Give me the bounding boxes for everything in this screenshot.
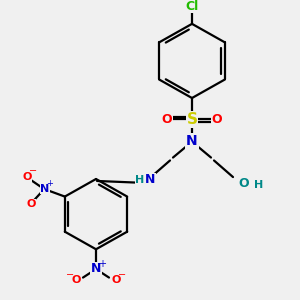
Text: N: N [145,173,155,187]
Text: N: N [40,184,50,194]
Text: S: S [187,112,197,127]
Text: O: O [162,113,172,126]
Text: O: O [212,113,222,126]
Text: O: O [239,177,249,190]
Text: N: N [91,262,101,275]
Text: H: H [254,180,263,190]
Text: H: H [135,175,145,185]
Text: Cl: Cl [185,0,199,13]
Text: +: + [98,259,106,269]
Text: +: + [46,179,53,188]
Text: −: − [118,270,126,280]
Text: −: − [66,270,74,280]
Text: N: N [186,134,198,148]
Text: O: O [111,275,121,286]
Text: −: − [29,166,37,176]
Text: O: O [22,172,32,182]
Text: O: O [26,200,35,209]
Text: O: O [71,275,81,286]
